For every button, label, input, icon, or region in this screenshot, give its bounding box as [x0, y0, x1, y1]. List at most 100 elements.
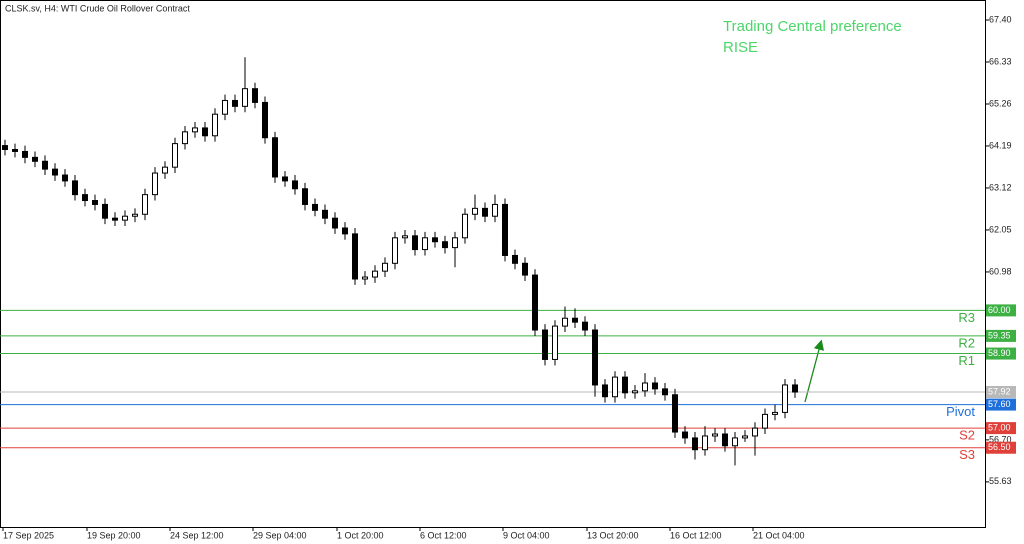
candle-body [82, 194, 88, 202]
candle-body [162, 166, 168, 174]
level-name: R1 [958, 353, 975, 368]
candle-body [272, 137, 278, 178]
annotation: Trading Central preference [723, 18, 902, 35]
candle-body [332, 217, 338, 229]
candle-body [222, 99, 228, 115]
candle-body [232, 99, 238, 107]
candle-body [772, 411, 778, 415]
candle-body [382, 262, 388, 272]
candle-body [32, 156, 38, 162]
candle-body [622, 376, 628, 394]
y-tick-label: 63.12 [989, 182, 1012, 192]
candle-body [262, 101, 268, 139]
x-tick-label: 9 Oct 04:00 [503, 530, 550, 540]
price-box [986, 398, 1016, 411]
candle-body [42, 160, 48, 170]
candle-body [762, 413, 768, 429]
candle-body [582, 321, 588, 331]
candle-body [442, 241, 448, 249]
level-name: Pivot [946, 404, 975, 419]
candle-body [412, 235, 418, 251]
candle-body [702, 435, 708, 451]
candle-body [172, 143, 178, 168]
candle-body [432, 237, 438, 243]
candle-body [612, 376, 618, 398]
candle-body [352, 233, 358, 280]
candle-body [322, 209, 328, 219]
candle-body [502, 203, 508, 256]
candle-body [602, 384, 608, 398]
candle-body [142, 194, 148, 215]
price-box-label: 60.00 [988, 305, 1011, 315]
candle-body [552, 325, 558, 360]
candle-body [462, 213, 468, 239]
candle-body [742, 435, 748, 439]
price-box-label: 57.00 [988, 422, 1011, 432]
x-tick-label: 1 Oct 20:00 [337, 530, 384, 540]
level-name: R2 [958, 335, 975, 350]
candle-body [472, 207, 478, 215]
candle-body [92, 200, 98, 205]
x-tick-label: 21 Oct 04:00 [753, 530, 805, 540]
y-tick-label: 60.98 [989, 266, 1012, 276]
candle-body [522, 262, 528, 276]
candle-body [722, 433, 728, 447]
price-box-label: 56.50 [988, 442, 1011, 452]
candle-body [12, 149, 18, 152]
candle-body [152, 172, 158, 196]
candle-body [122, 215, 128, 221]
candle-body [492, 203, 498, 217]
price-box [986, 422, 1016, 435]
candle-body [682, 431, 688, 439]
candle-body [22, 150, 28, 158]
x-tick-label: 24 Sep 12:00 [170, 530, 224, 540]
candle-body [282, 176, 288, 182]
price-box [986, 347, 1016, 360]
candle-body [132, 213, 138, 217]
candle-body [372, 270, 378, 278]
candle-body [52, 168, 58, 176]
candle-body [662, 388, 668, 396]
price-box [986, 386, 1016, 399]
y-tick-label: 66.33 [989, 56, 1012, 66]
annotation: RISE [723, 39, 758, 56]
x-tick-label: 16 Oct 12:00 [670, 530, 722, 540]
direction-arrow [804, 339, 825, 403]
candle-body [732, 437, 738, 447]
plot-frame [0, 0, 986, 528]
candle-body [782, 384, 788, 413]
candle-body [302, 188, 308, 205]
price-box [986, 304, 1016, 317]
price-box-label: 59.35 [988, 330, 1011, 340]
x-tick-label: 17 Sep 2025 [3, 530, 54, 540]
candle-body [422, 237, 428, 251]
price-box-label: 58.90 [988, 348, 1011, 358]
candle-body [692, 437, 698, 451]
candle-body [362, 276, 368, 280]
price-box-label: 57.60 [988, 399, 1011, 409]
y-tick-label: 62.05 [989, 224, 1012, 234]
candle-body [632, 390, 638, 394]
candle-body [402, 235, 408, 239]
candle-body [712, 433, 718, 437]
x-tick-label: 29 Sep 04:00 [253, 530, 307, 540]
level-name: S3 [959, 447, 975, 462]
candle-body [312, 203, 318, 211]
candle-body [182, 131, 188, 145]
candle-body [292, 180, 298, 190]
candle-body [482, 207, 488, 217]
candle-body [392, 237, 398, 264]
y-tick-label: 55.63 [989, 476, 1012, 486]
chart-title: CLSK.sv, H4: WTI Crude Oil Rollover Cont… [5, 3, 190, 13]
candle-body [342, 227, 348, 235]
candle-body [72, 180, 78, 196]
candle-body [792, 384, 798, 393]
x-tick-label: 6 Oct 12:00 [420, 530, 467, 540]
candle-body [252, 88, 258, 103]
candle-body [102, 203, 108, 219]
candle-body [452, 237, 458, 249]
x-tick-label: 19 Sep 20:00 [87, 530, 141, 540]
candle-body [642, 382, 648, 392]
y-tick-label: 56.70 [989, 434, 1012, 444]
